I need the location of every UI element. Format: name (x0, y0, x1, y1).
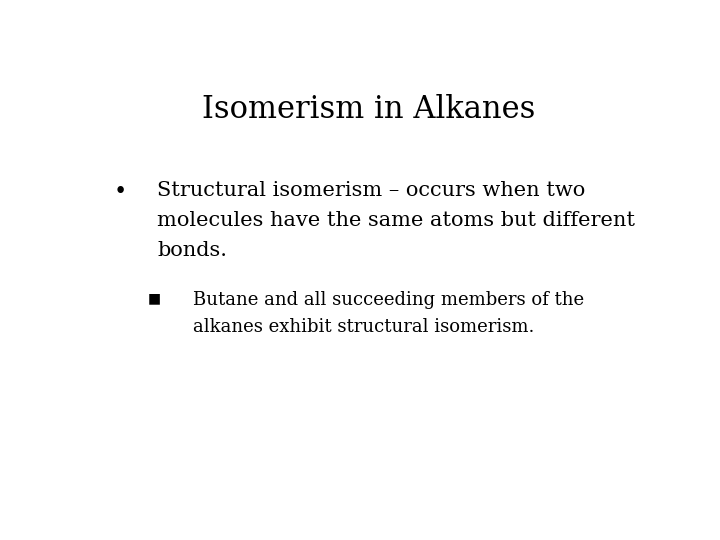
Text: •: • (114, 181, 127, 203)
Text: Isomerism in Alkanes: Isomerism in Alkanes (202, 94, 536, 125)
Text: bonds.: bonds. (157, 241, 227, 260)
Text: Structural isomerism – occurs when two: Structural isomerism – occurs when two (157, 181, 585, 200)
Text: Butane and all succeeding members of the: Butane and all succeeding members of the (193, 292, 585, 309)
Text: alkanes exhibit structural isomerism.: alkanes exhibit structural isomerism. (193, 319, 535, 336)
Text: ■: ■ (148, 292, 161, 306)
Text: molecules have the same atoms but different: molecules have the same atoms but differ… (157, 211, 635, 230)
